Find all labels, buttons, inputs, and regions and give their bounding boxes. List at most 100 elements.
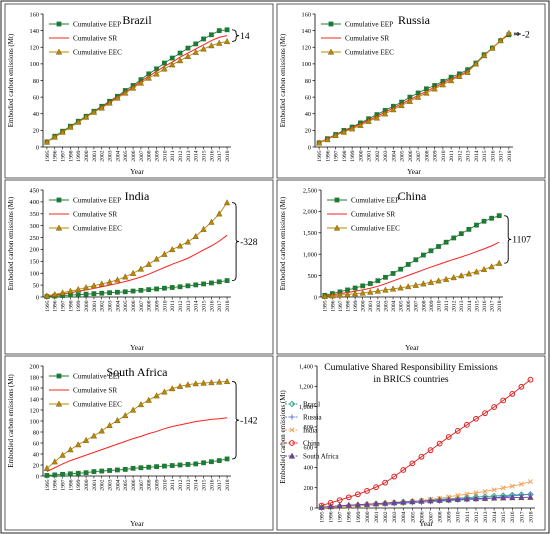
y-tick-label: 400 <box>30 199 39 206</box>
x-tick-label: 2013 <box>186 150 192 161</box>
x-tick-label: 2012 <box>452 300 458 311</box>
x-tick-label: 2015 <box>501 511 507 522</box>
data-point <box>185 45 191 51</box>
data-point <box>216 39 223 46</box>
data-point <box>480 52 488 59</box>
legend-label: Cumulative SR <box>351 211 395 219</box>
data-point <box>43 292 51 299</box>
panel-frame <box>4 3 274 179</box>
data-point <box>115 289 120 295</box>
data-point <box>373 114 381 121</box>
chart-title: Cumulative Shared Responsibility Emissio… <box>324 362 498 385</box>
x-tick-label: 2018 <box>225 150 231 161</box>
x-tick-label: 1996 <box>53 150 59 161</box>
data-point <box>201 36 206 42</box>
y-tick-label: 2,000 <box>303 209 317 216</box>
x-tick-label: 1995 <box>323 300 329 311</box>
data-point <box>177 462 183 468</box>
data-point <box>75 285 82 292</box>
x-tick-label: 1998 <box>68 150 74 161</box>
series-cumulative-eec <box>43 377 231 471</box>
legend-label: South Africa <box>303 453 339 461</box>
x-tick-label: 2008 <box>147 150 153 161</box>
data-point <box>122 273 129 280</box>
data-point <box>427 278 435 285</box>
data-point <box>106 278 113 285</box>
x-tick-label: 2002 <box>100 300 106 311</box>
data-point <box>423 86 429 92</box>
x-tick-label: 1998 <box>347 511 353 522</box>
legend-label: India <box>303 427 318 435</box>
data-point <box>90 108 98 115</box>
x-tick-label: 2018 <box>507 150 513 161</box>
data-point <box>405 283 412 290</box>
data-point <box>389 285 397 292</box>
x-tick-label: 1998 <box>345 300 351 311</box>
data-point <box>364 488 370 494</box>
y-tick-label: 500 <box>308 273 317 280</box>
legend-item: Cumulative EEP <box>49 21 121 29</box>
data-point <box>82 436 90 443</box>
difference-annotation: -142 <box>240 416 258 426</box>
data-point <box>67 446 74 453</box>
data-point <box>177 284 183 290</box>
x-tick-label: 1999 <box>356 511 362 522</box>
x-tick-label: 2018 <box>528 511 534 522</box>
data-point <box>208 42 215 49</box>
x-tick-label: 2015 <box>474 300 480 311</box>
data-point <box>463 495 471 502</box>
data-point <box>75 470 81 476</box>
data-point <box>500 485 506 491</box>
data-point <box>184 52 192 59</box>
data-point <box>505 29 513 36</box>
data-point <box>480 265 488 272</box>
legend-item: Cumulative SR <box>321 35 389 43</box>
data-point <box>169 61 176 68</box>
legend-item: Cumulative EEP <box>49 197 121 205</box>
x-tick-label: 2001 <box>368 300 374 311</box>
x-tick-label: 2014 <box>467 300 473 311</box>
x-tick-label: 2005 <box>399 300 405 311</box>
data-point <box>527 376 534 383</box>
x-tick-label: 2010 <box>456 511 462 522</box>
legend-item: Cumulative SR <box>49 387 117 395</box>
data-point <box>223 199 231 206</box>
data-point <box>435 277 442 284</box>
legend-label: China <box>303 440 321 448</box>
x-tick-label: 2000 <box>358 150 364 161</box>
data-point <box>405 262 411 267</box>
x-tick-label: 2009 <box>154 150 160 161</box>
data-point <box>372 500 380 507</box>
x-tick-label: 2012 <box>178 479 184 490</box>
x-tick-label: 2016 <box>490 150 496 161</box>
data-point <box>490 494 498 501</box>
series-cumulative-eec <box>315 29 513 146</box>
difference-annotation: -328 <box>240 238 258 248</box>
data-point <box>463 421 470 428</box>
legend-marker <box>328 21 334 27</box>
y-tick-label: 40 <box>33 111 39 118</box>
legend-item: Cumulative SR <box>327 211 395 219</box>
data-point <box>193 41 199 47</box>
chart-panel-4: 0 500 1,000 1,500 2,000 2,500 1995 1996 1997 1998… <box>276 179 546 355</box>
legend-label: Cumulative EEC <box>73 225 122 233</box>
data-point <box>518 494 525 501</box>
series-cumulative-eec <box>43 37 231 145</box>
data-point <box>445 496 452 503</box>
data-point <box>161 65 168 72</box>
y-tick-label: 60 <box>33 440 39 447</box>
data-point <box>500 397 507 404</box>
data-point <box>209 459 214 465</box>
data-point <box>145 396 152 403</box>
x-tick-label: 2003 <box>383 150 389 161</box>
x-tick-label: 2018 <box>497 300 503 311</box>
data-point <box>122 467 128 472</box>
data-point <box>415 90 421 96</box>
y-tick-label: 600 <box>304 444 313 451</box>
data-point <box>318 503 325 510</box>
y-tick-label: 60 <box>305 94 311 101</box>
data-point <box>176 242 184 249</box>
legend-marker <box>55 48 63 55</box>
x-tick-label: 1999 <box>350 150 356 161</box>
x-tick-label: 2001 <box>92 150 98 161</box>
